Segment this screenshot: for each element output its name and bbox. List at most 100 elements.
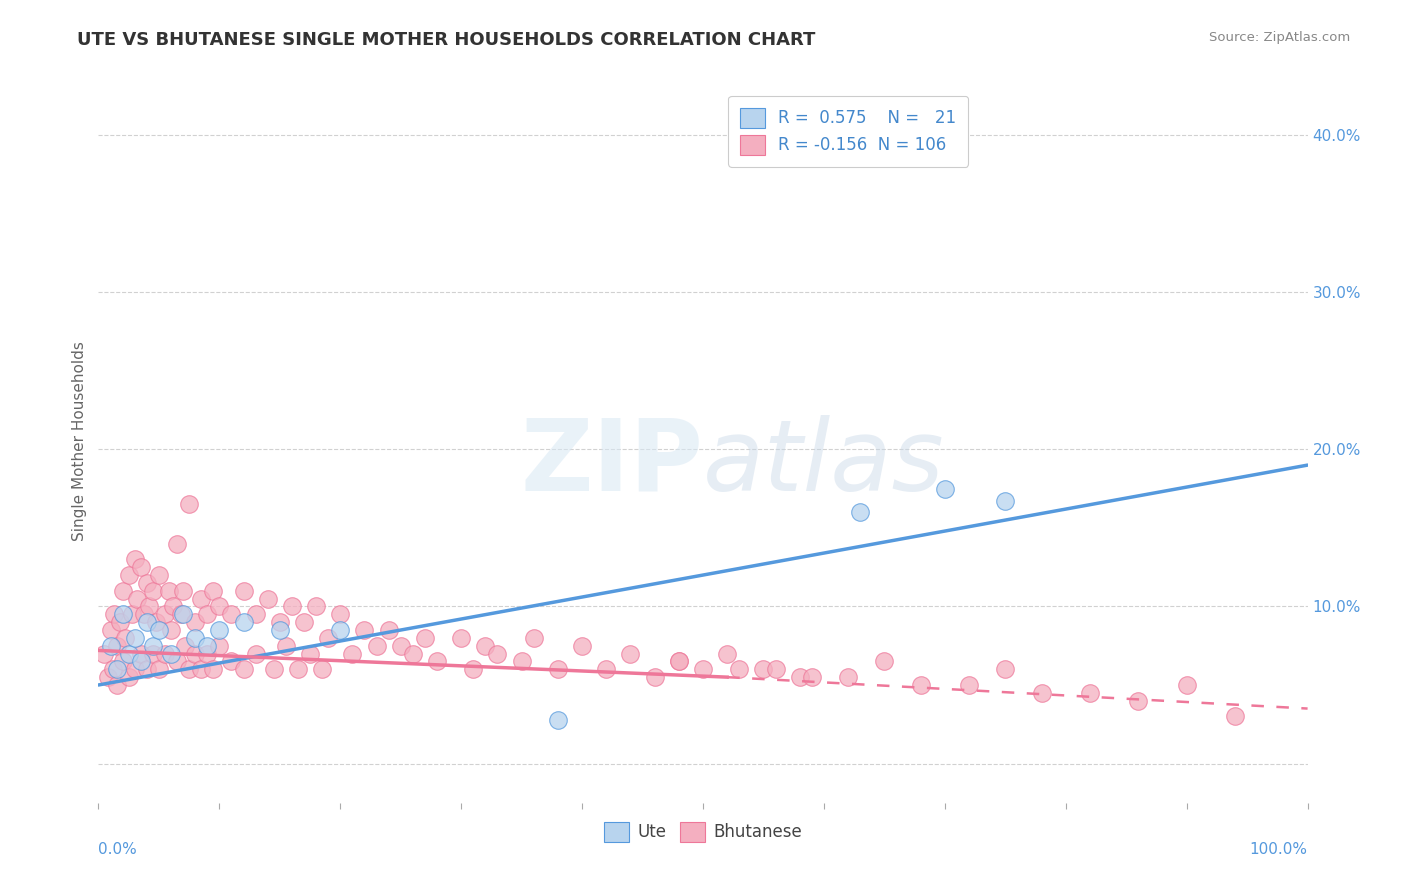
Point — [619, 647, 641, 661]
Point — [172, 583, 194, 598]
Point — [547, 713, 569, 727]
Point — [124, 631, 146, 645]
Point — [129, 647, 152, 661]
Point — [142, 639, 165, 653]
Point — [221, 607, 243, 622]
Point — [190, 662, 212, 676]
Point — [148, 568, 170, 582]
Point — [129, 655, 152, 669]
Point — [311, 662, 333, 676]
Point — [179, 497, 201, 511]
Point — [934, 482, 956, 496]
Point — [202, 662, 225, 676]
Point — [402, 647, 425, 661]
Point — [232, 583, 254, 598]
Point — [172, 607, 194, 622]
Point — [124, 552, 146, 566]
Point — [644, 670, 666, 684]
Point — [299, 647, 322, 661]
Point — [195, 607, 218, 622]
Point — [353, 623, 375, 637]
Point — [157, 583, 180, 598]
Point — [184, 615, 207, 630]
Point — [245, 607, 267, 622]
Point — [1031, 686, 1053, 700]
Point — [1128, 694, 1150, 708]
Point — [179, 662, 201, 676]
Point — [184, 631, 207, 645]
Point — [111, 607, 134, 622]
Point — [571, 639, 593, 653]
Point — [100, 639, 122, 653]
Point — [184, 647, 207, 661]
Point — [377, 623, 399, 637]
Point — [274, 639, 297, 653]
Point — [463, 662, 485, 676]
Point — [148, 623, 170, 637]
Point — [114, 631, 136, 645]
Text: UTE VS BHUTANESE SINGLE MOTHER HOUSEHOLDS CORRELATION CHART: UTE VS BHUTANESE SINGLE MOTHER HOUSEHOLD… — [77, 31, 815, 49]
Point — [135, 615, 157, 630]
Point — [994, 662, 1017, 676]
Point — [329, 623, 352, 637]
Legend: Ute, Bhutanese: Ute, Bhutanese — [598, 815, 808, 848]
Point — [305, 599, 328, 614]
Point — [342, 647, 364, 661]
Point — [269, 615, 291, 630]
Text: 0.0%: 0.0% — [98, 842, 138, 856]
Point — [105, 639, 128, 653]
Point — [800, 670, 823, 684]
Point — [547, 662, 569, 676]
Point — [208, 623, 231, 637]
Point — [329, 607, 352, 622]
Point — [849, 505, 872, 519]
Point — [153, 607, 176, 622]
Point — [118, 647, 141, 661]
Point — [135, 575, 157, 590]
Point — [124, 662, 146, 676]
Point — [160, 647, 183, 661]
Point — [166, 536, 188, 550]
Point — [837, 670, 859, 684]
Point — [134, 607, 156, 622]
Text: ZIP: ZIP — [520, 415, 703, 512]
Text: Source: ZipAtlas.com: Source: ZipAtlas.com — [1209, 31, 1350, 45]
Point — [118, 670, 141, 684]
Point — [910, 678, 932, 692]
Point — [153, 647, 176, 661]
Point — [127, 591, 149, 606]
Point — [195, 639, 218, 653]
Point — [97, 670, 120, 684]
Point — [174, 639, 197, 653]
Point — [108, 615, 131, 630]
Point — [957, 678, 980, 692]
Point — [1078, 686, 1101, 700]
Point — [789, 670, 811, 684]
Point — [129, 560, 152, 574]
Point — [160, 623, 183, 637]
Point — [221, 655, 243, 669]
Point — [668, 655, 690, 669]
Point — [190, 591, 212, 606]
Point — [135, 662, 157, 676]
Point — [510, 655, 533, 669]
Point — [169, 607, 191, 622]
Point — [105, 662, 128, 676]
Point — [413, 631, 436, 645]
Point — [668, 655, 690, 669]
Point — [281, 599, 304, 614]
Point — [232, 615, 254, 630]
Point — [202, 583, 225, 598]
Point — [595, 662, 617, 676]
Point — [93, 647, 115, 661]
Point — [287, 662, 309, 676]
Point — [121, 607, 143, 622]
Point — [752, 662, 775, 676]
Point — [232, 662, 254, 676]
Point — [162, 599, 184, 614]
Point — [765, 662, 787, 676]
Y-axis label: Single Mother Households: Single Mother Households — [72, 342, 87, 541]
Point — [101, 662, 124, 676]
Point — [111, 655, 134, 669]
Point — [292, 615, 315, 630]
